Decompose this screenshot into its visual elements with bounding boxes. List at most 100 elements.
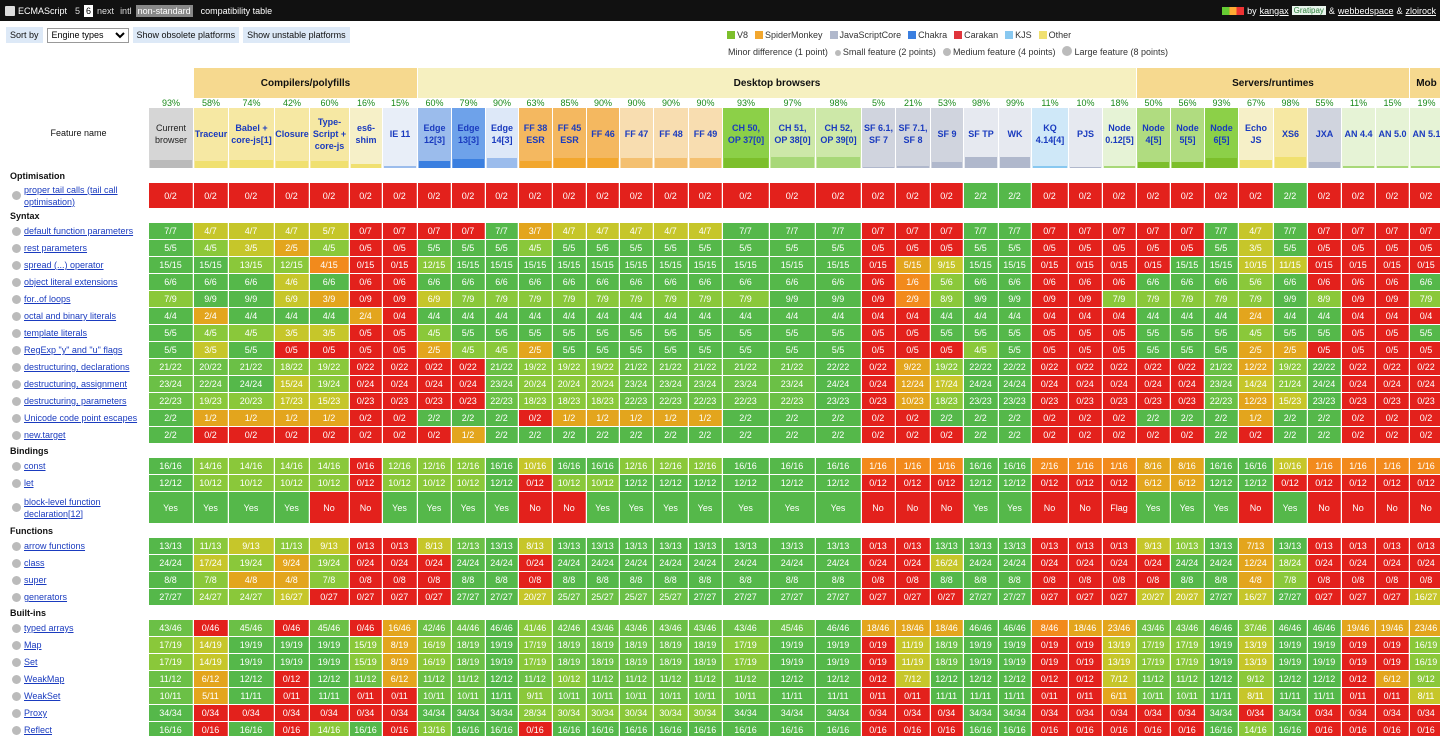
result-cell[interactable]: 0/19 <box>1032 637 1068 653</box>
result-cell[interactable]: 12/12 <box>770 475 815 491</box>
result-cell[interactable]: 24/24 <box>486 555 518 571</box>
result-cell[interactable]: Yes <box>1137 492 1170 523</box>
result-cell[interactable]: 11/12 <box>689 671 722 687</box>
result-cell[interactable]: 0/4 <box>1032 308 1068 324</box>
result-cell[interactable]: 0/24 <box>1103 555 1136 571</box>
result-cell[interactable]: 0/34 <box>383 705 417 721</box>
result-cell[interactable]: 0/2 <box>1342 427 1375 443</box>
result-cell[interactable]: 5/5 <box>1137 342 1170 358</box>
result-cell[interactable]: 0/7 <box>1103 223 1136 239</box>
feature-link[interactable]: new.target <box>24 430 66 440</box>
result-cell[interactable]: 0/5 <box>1376 325 1409 341</box>
result-cell[interactable]: 11/12 <box>723 671 769 687</box>
result-cell[interactable]: 0/5 <box>1376 342 1409 358</box>
result-cell[interactable]: 0/7 <box>1137 223 1170 239</box>
result-cell[interactable]: No <box>1308 492 1341 523</box>
result-cell[interactable]: 12/12 <box>654 475 688 491</box>
result-cell[interactable]: 0/8 <box>1376 572 1409 588</box>
result-cell[interactable]: 0/2 <box>350 410 382 426</box>
result-cell[interactable]: 13/13 <box>620 538 653 554</box>
result-cell[interactable]: 3/5 <box>1239 240 1273 256</box>
result-cell[interactable]: 0/7 <box>1376 223 1409 239</box>
result-cell[interactable]: 7/7 <box>1274 223 1307 239</box>
result-cell[interactable]: 4/4 <box>1171 308 1204 324</box>
result-cell[interactable]: 12/16 <box>452 458 485 474</box>
result-cell[interactable]: 13/13 <box>149 538 193 554</box>
result-cell[interactable]: 0/16 <box>383 722 417 736</box>
result-cell[interactable]: 0/13 <box>896 538 930 554</box>
result-cell[interactable]: 18/46 <box>862 620 895 636</box>
result-cell[interactable]: Yes <box>1171 492 1204 523</box>
result-cell[interactable]: 12/15 <box>275 257 309 273</box>
result-cell[interactable]: 0/2 <box>1410 410 1440 426</box>
result-cell[interactable]: 4/5 <box>229 325 274 341</box>
result-cell[interactable]: 6/6 <box>999 274 1031 290</box>
result-cell[interactable]: 2/2 <box>964 410 998 426</box>
result-cell[interactable]: 20/27 <box>1137 589 1170 605</box>
result-cell[interactable]: 0/7 <box>1032 223 1068 239</box>
result-cell[interactable]: 25/27 <box>654 589 688 605</box>
result-cell[interactable]: 6/6 <box>1274 274 1307 290</box>
result-cell[interactable]: 8/8 <box>1205 572 1238 588</box>
result-cell[interactable]: 0/16 <box>931 722 963 736</box>
result-cell[interactable]: 20/23 <box>229 393 274 409</box>
result-cell[interactable]: 0/8 <box>1137 572 1170 588</box>
result-cell[interactable]: 27/27 <box>964 589 998 605</box>
result-cell[interactable]: 0/2 <box>1137 183 1170 208</box>
result-cell[interactable]: 16/16 <box>770 458 815 474</box>
result-cell[interactable]: 24/24 <box>654 555 688 571</box>
result-cell[interactable]: 5/5 <box>689 342 722 358</box>
result-cell[interactable]: 2/2 <box>1274 427 1307 443</box>
result-cell[interactable]: 8/8 <box>999 572 1031 588</box>
result-cell[interactable]: 2/2 <box>816 410 861 426</box>
result-cell[interactable]: 0/2 <box>1342 183 1375 208</box>
result-cell[interactable]: 16/16 <box>689 722 722 736</box>
result-cell[interactable]: 0/12 <box>1274 475 1307 491</box>
result-cell[interactable]: 0/11 <box>1376 688 1409 704</box>
result-cell[interactable]: 5/5 <box>723 325 769 341</box>
result-cell[interactable]: 0/2 <box>1342 410 1375 426</box>
result-cell[interactable]: 0/34 <box>275 705 309 721</box>
result-cell[interactable]: 0/24 <box>350 555 382 571</box>
result-cell[interactable]: 16/16 <box>229 722 274 736</box>
result-cell[interactable]: 10/11 <box>723 688 769 704</box>
result-cell[interactable]: 7/9 <box>1171 291 1204 307</box>
result-cell[interactable]: 21/22 <box>723 359 769 375</box>
result-cell[interactable]: 5/5 <box>654 342 688 358</box>
feature-link[interactable]: for..of loops <box>24 294 71 304</box>
result-cell[interactable]: 0/24 <box>519 555 552 571</box>
platform-header[interactable]: 93% Node 6[5] <box>1205 98 1238 168</box>
result-cell[interactable]: Yes <box>194 492 228 523</box>
result-cell[interactable]: Yes <box>149 492 193 523</box>
result-cell[interactable]: 19/19 <box>816 654 861 670</box>
result-cell[interactable]: 37/46 <box>1239 620 1273 636</box>
result-cell[interactable]: 0/24 <box>1137 376 1170 392</box>
result-cell[interactable]: 0/19 <box>1342 637 1375 653</box>
platform-header[interactable]: 98% XS6 <box>1274 98 1307 168</box>
result-cell[interactable]: 2/4 <box>194 308 228 324</box>
result-cell[interactable]: 23/24 <box>654 376 688 392</box>
result-cell[interactable]: 0/2 <box>310 427 349 443</box>
result-cell[interactable]: 0/2 <box>862 410 895 426</box>
result-cell[interactable]: 0/8 <box>418 572 451 588</box>
result-cell[interactable]: No <box>1032 492 1068 523</box>
result-cell[interactable]: 0/19 <box>1032 654 1068 670</box>
result-cell[interactable]: 2/2 <box>519 427 552 443</box>
result-cell[interactable]: 0/24 <box>383 376 417 392</box>
result-cell[interactable]: 12/12 <box>1308 671 1341 687</box>
result-cell[interactable]: 5/5 <box>1410 325 1440 341</box>
result-cell[interactable]: 0/24 <box>1410 376 1440 392</box>
result-cell[interactable]: 8/8 <box>964 572 998 588</box>
result-cell[interactable]: Yes <box>452 492 485 523</box>
expand-bullet-icon[interactable] <box>12 226 21 236</box>
result-cell[interactable]: 42/46 <box>553 620 586 636</box>
result-cell[interactable]: 0/23 <box>1103 393 1136 409</box>
result-cell[interactable]: 5/5 <box>519 325 552 341</box>
result-cell[interactable]: 46/46 <box>1274 620 1307 636</box>
result-cell[interactable]: 0/4 <box>896 308 930 324</box>
result-cell[interactable]: 2/2 <box>1205 410 1238 426</box>
result-cell[interactable]: 22/23 <box>689 393 722 409</box>
feature-link[interactable]: generators <box>24 592 68 602</box>
platform-header[interactable]: 18% Node 0.12[5] <box>1103 98 1136 168</box>
feature-link[interactable]: destructuring, parameters <box>24 396 127 406</box>
